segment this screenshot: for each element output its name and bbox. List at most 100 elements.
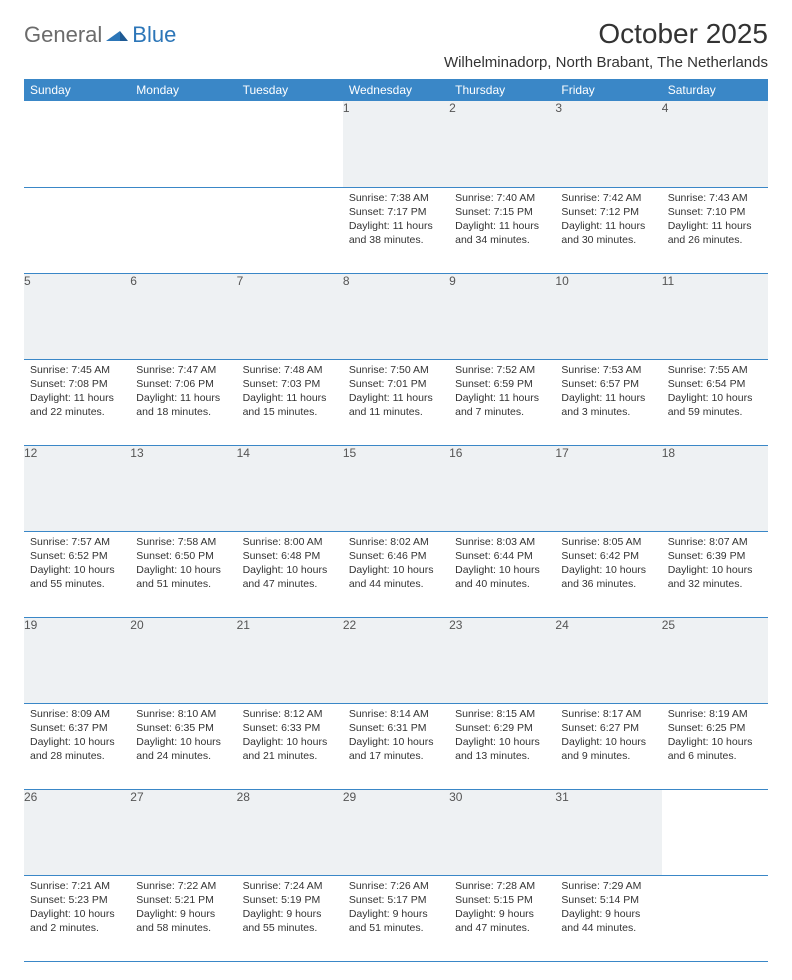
day-cell: Sunrise: 8:15 AMSunset: 6:29 PMDaylight:… (449, 703, 555, 789)
sunset-text: Sunset: 6:35 PM (136, 721, 230, 735)
daylight-text: Daylight: 10 hours and 6 minutes. (668, 735, 762, 763)
sunset-text: Sunset: 6:27 PM (561, 721, 655, 735)
sunrise-text: Sunrise: 8:07 AM (668, 535, 762, 549)
week-row: Sunrise: 7:38 AMSunset: 7:17 PMDaylight:… (24, 187, 768, 273)
day-cell: Sunrise: 7:48 AMSunset: 7:03 PMDaylight:… (237, 359, 343, 445)
sunrise-text: Sunrise: 7:29 AM (561, 879, 655, 893)
day-cell: Sunrise: 7:28 AMSunset: 5:15 PMDaylight:… (449, 875, 555, 961)
day-data: Sunrise: 7:43 AMSunset: 7:10 PMDaylight:… (662, 188, 768, 252)
day-cell: Sunrise: 7:21 AMSunset: 5:23 PMDaylight:… (24, 875, 130, 961)
sunset-text: Sunset: 5:15 PM (455, 893, 549, 907)
day-cell: Sunrise: 8:09 AMSunset: 6:37 PMDaylight:… (24, 703, 130, 789)
day-data: Sunrise: 7:21 AMSunset: 5:23 PMDaylight:… (24, 876, 130, 940)
calendar-head: SundayMondayTuesdayWednesdayThursdayFrid… (24, 79, 768, 101)
sunrise-text: Sunrise: 7:22 AM (136, 879, 230, 893)
sunrise-text: Sunrise: 8:00 AM (243, 535, 337, 549)
day-cell: Sunrise: 7:50 AMSunset: 7:01 PMDaylight:… (343, 359, 449, 445)
day-cell: Sunrise: 8:10 AMSunset: 6:35 PMDaylight:… (130, 703, 236, 789)
sunset-text: Sunset: 6:59 PM (455, 377, 549, 391)
daylight-text: Daylight: 9 hours and 47 minutes. (455, 907, 549, 935)
day-number: 1 (343, 101, 449, 187)
brand-mark-icon (106, 25, 128, 46)
sunset-text: Sunset: 6:52 PM (30, 549, 124, 563)
daynum-row: 262728293031 (24, 789, 768, 875)
day-data: Sunrise: 7:57 AMSunset: 6:52 PMDaylight:… (24, 532, 130, 596)
day-data: Sunrise: 7:45 AMSunset: 7:08 PMDaylight:… (24, 360, 130, 424)
day-cell: Sunrise: 8:05 AMSunset: 6:42 PMDaylight:… (555, 531, 661, 617)
sunset-text: Sunset: 7:08 PM (30, 377, 124, 391)
brand-part1: General (24, 22, 102, 48)
sunset-text: Sunset: 7:06 PM (136, 377, 230, 391)
daynum-row: 567891011 (24, 273, 768, 359)
sunrise-text: Sunrise: 7:57 AM (30, 535, 124, 549)
sunset-text: Sunset: 7:10 PM (668, 205, 762, 219)
daylight-text: Daylight: 9 hours and 55 minutes. (243, 907, 337, 935)
day-header: Thursday (449, 79, 555, 101)
sunset-text: Sunset: 6:48 PM (243, 549, 337, 563)
day-cell: Sunrise: 7:53 AMSunset: 6:57 PMDaylight:… (555, 359, 661, 445)
day-data: Sunrise: 8:09 AMSunset: 6:37 PMDaylight:… (24, 704, 130, 768)
sunrise-text: Sunrise: 7:52 AM (455, 363, 549, 377)
day-cell: Sunrise: 7:38 AMSunset: 7:17 PMDaylight:… (343, 187, 449, 273)
day-number: 7 (237, 273, 343, 359)
day-number: 21 (237, 617, 343, 703)
day-data: Sunrise: 8:02 AMSunset: 6:46 PMDaylight:… (343, 532, 449, 596)
day-number: 6 (130, 273, 236, 359)
day-data: Sunrise: 8:12 AMSunset: 6:33 PMDaylight:… (237, 704, 343, 768)
day-data: Sunrise: 8:03 AMSunset: 6:44 PMDaylight:… (449, 532, 555, 596)
day-data: Sunrise: 7:26 AMSunset: 5:17 PMDaylight:… (343, 876, 449, 940)
day-cell: Sunrise: 8:03 AMSunset: 6:44 PMDaylight:… (449, 531, 555, 617)
day-data: Sunrise: 7:28 AMSunset: 5:15 PMDaylight:… (449, 876, 555, 940)
daylight-text: Daylight: 10 hours and 13 minutes. (455, 735, 549, 763)
day-data: Sunrise: 7:24 AMSunset: 5:19 PMDaylight:… (237, 876, 343, 940)
daynum-row: 1234 (24, 101, 768, 187)
daylight-text: Daylight: 11 hours and 11 minutes. (349, 391, 443, 419)
page-header: General Blue October 2025 Wilhelminadorp… (24, 18, 768, 77)
calendar-table: SundayMondayTuesdayWednesdayThursdayFrid… (24, 79, 768, 962)
day-cell (130, 187, 236, 273)
day-number: 16 (449, 445, 555, 531)
sunset-text: Sunset: 7:12 PM (561, 205, 655, 219)
sunrise-text: Sunrise: 7:42 AM (561, 191, 655, 205)
day-cell: Sunrise: 8:14 AMSunset: 6:31 PMDaylight:… (343, 703, 449, 789)
day-number (237, 101, 343, 187)
sunset-text: Sunset: 6:42 PM (561, 549, 655, 563)
day-data: Sunrise: 7:47 AMSunset: 7:06 PMDaylight:… (130, 360, 236, 424)
day-number (662, 789, 768, 875)
day-number: 23 (449, 617, 555, 703)
day-data: Sunrise: 7:22 AMSunset: 5:21 PMDaylight:… (130, 876, 236, 940)
day-number: 5 (24, 273, 130, 359)
sunset-text: Sunset: 6:44 PM (455, 549, 549, 563)
sunset-text: Sunset: 6:25 PM (668, 721, 762, 735)
sunrise-text: Sunrise: 8:09 AM (30, 707, 124, 721)
day-cell: Sunrise: 7:45 AMSunset: 7:08 PMDaylight:… (24, 359, 130, 445)
day-number: 15 (343, 445, 449, 531)
day-cell: Sunrise: 7:40 AMSunset: 7:15 PMDaylight:… (449, 187, 555, 273)
day-cell: Sunrise: 7:52 AMSunset: 6:59 PMDaylight:… (449, 359, 555, 445)
day-number: 31 (555, 789, 661, 875)
day-number: 22 (343, 617, 449, 703)
day-number: 9 (449, 273, 555, 359)
day-cell: Sunrise: 8:12 AMSunset: 6:33 PMDaylight:… (237, 703, 343, 789)
day-data: Sunrise: 8:05 AMSunset: 6:42 PMDaylight:… (555, 532, 661, 596)
daylight-text: Daylight: 10 hours and 55 minutes. (30, 563, 124, 591)
day-number: 10 (555, 273, 661, 359)
day-cell: Sunrise: 7:42 AMSunset: 7:12 PMDaylight:… (555, 187, 661, 273)
day-data: Sunrise: 7:42 AMSunset: 7:12 PMDaylight:… (555, 188, 661, 252)
daylight-text: Daylight: 10 hours and 17 minutes. (349, 735, 443, 763)
sunset-text: Sunset: 5:23 PM (30, 893, 124, 907)
day-data: Sunrise: 7:38 AMSunset: 7:17 PMDaylight:… (343, 188, 449, 252)
day-data: Sunrise: 8:17 AMSunset: 6:27 PMDaylight:… (555, 704, 661, 768)
sunrise-text: Sunrise: 8:05 AM (561, 535, 655, 549)
daylight-text: Daylight: 10 hours and 24 minutes. (136, 735, 230, 763)
day-data: Sunrise: 7:53 AMSunset: 6:57 PMDaylight:… (555, 360, 661, 424)
daylight-text: Daylight: 11 hours and 7 minutes. (455, 391, 549, 419)
sunrise-text: Sunrise: 7:53 AM (561, 363, 655, 377)
sunrise-text: Sunrise: 7:45 AM (30, 363, 124, 377)
day-data: Sunrise: 8:10 AMSunset: 6:35 PMDaylight:… (130, 704, 236, 768)
sunset-text: Sunset: 6:39 PM (668, 549, 762, 563)
daylight-text: Daylight: 11 hours and 18 minutes. (136, 391, 230, 419)
sunrise-text: Sunrise: 8:02 AM (349, 535, 443, 549)
day-cell: Sunrise: 8:19 AMSunset: 6:25 PMDaylight:… (662, 703, 768, 789)
day-number: 17 (555, 445, 661, 531)
